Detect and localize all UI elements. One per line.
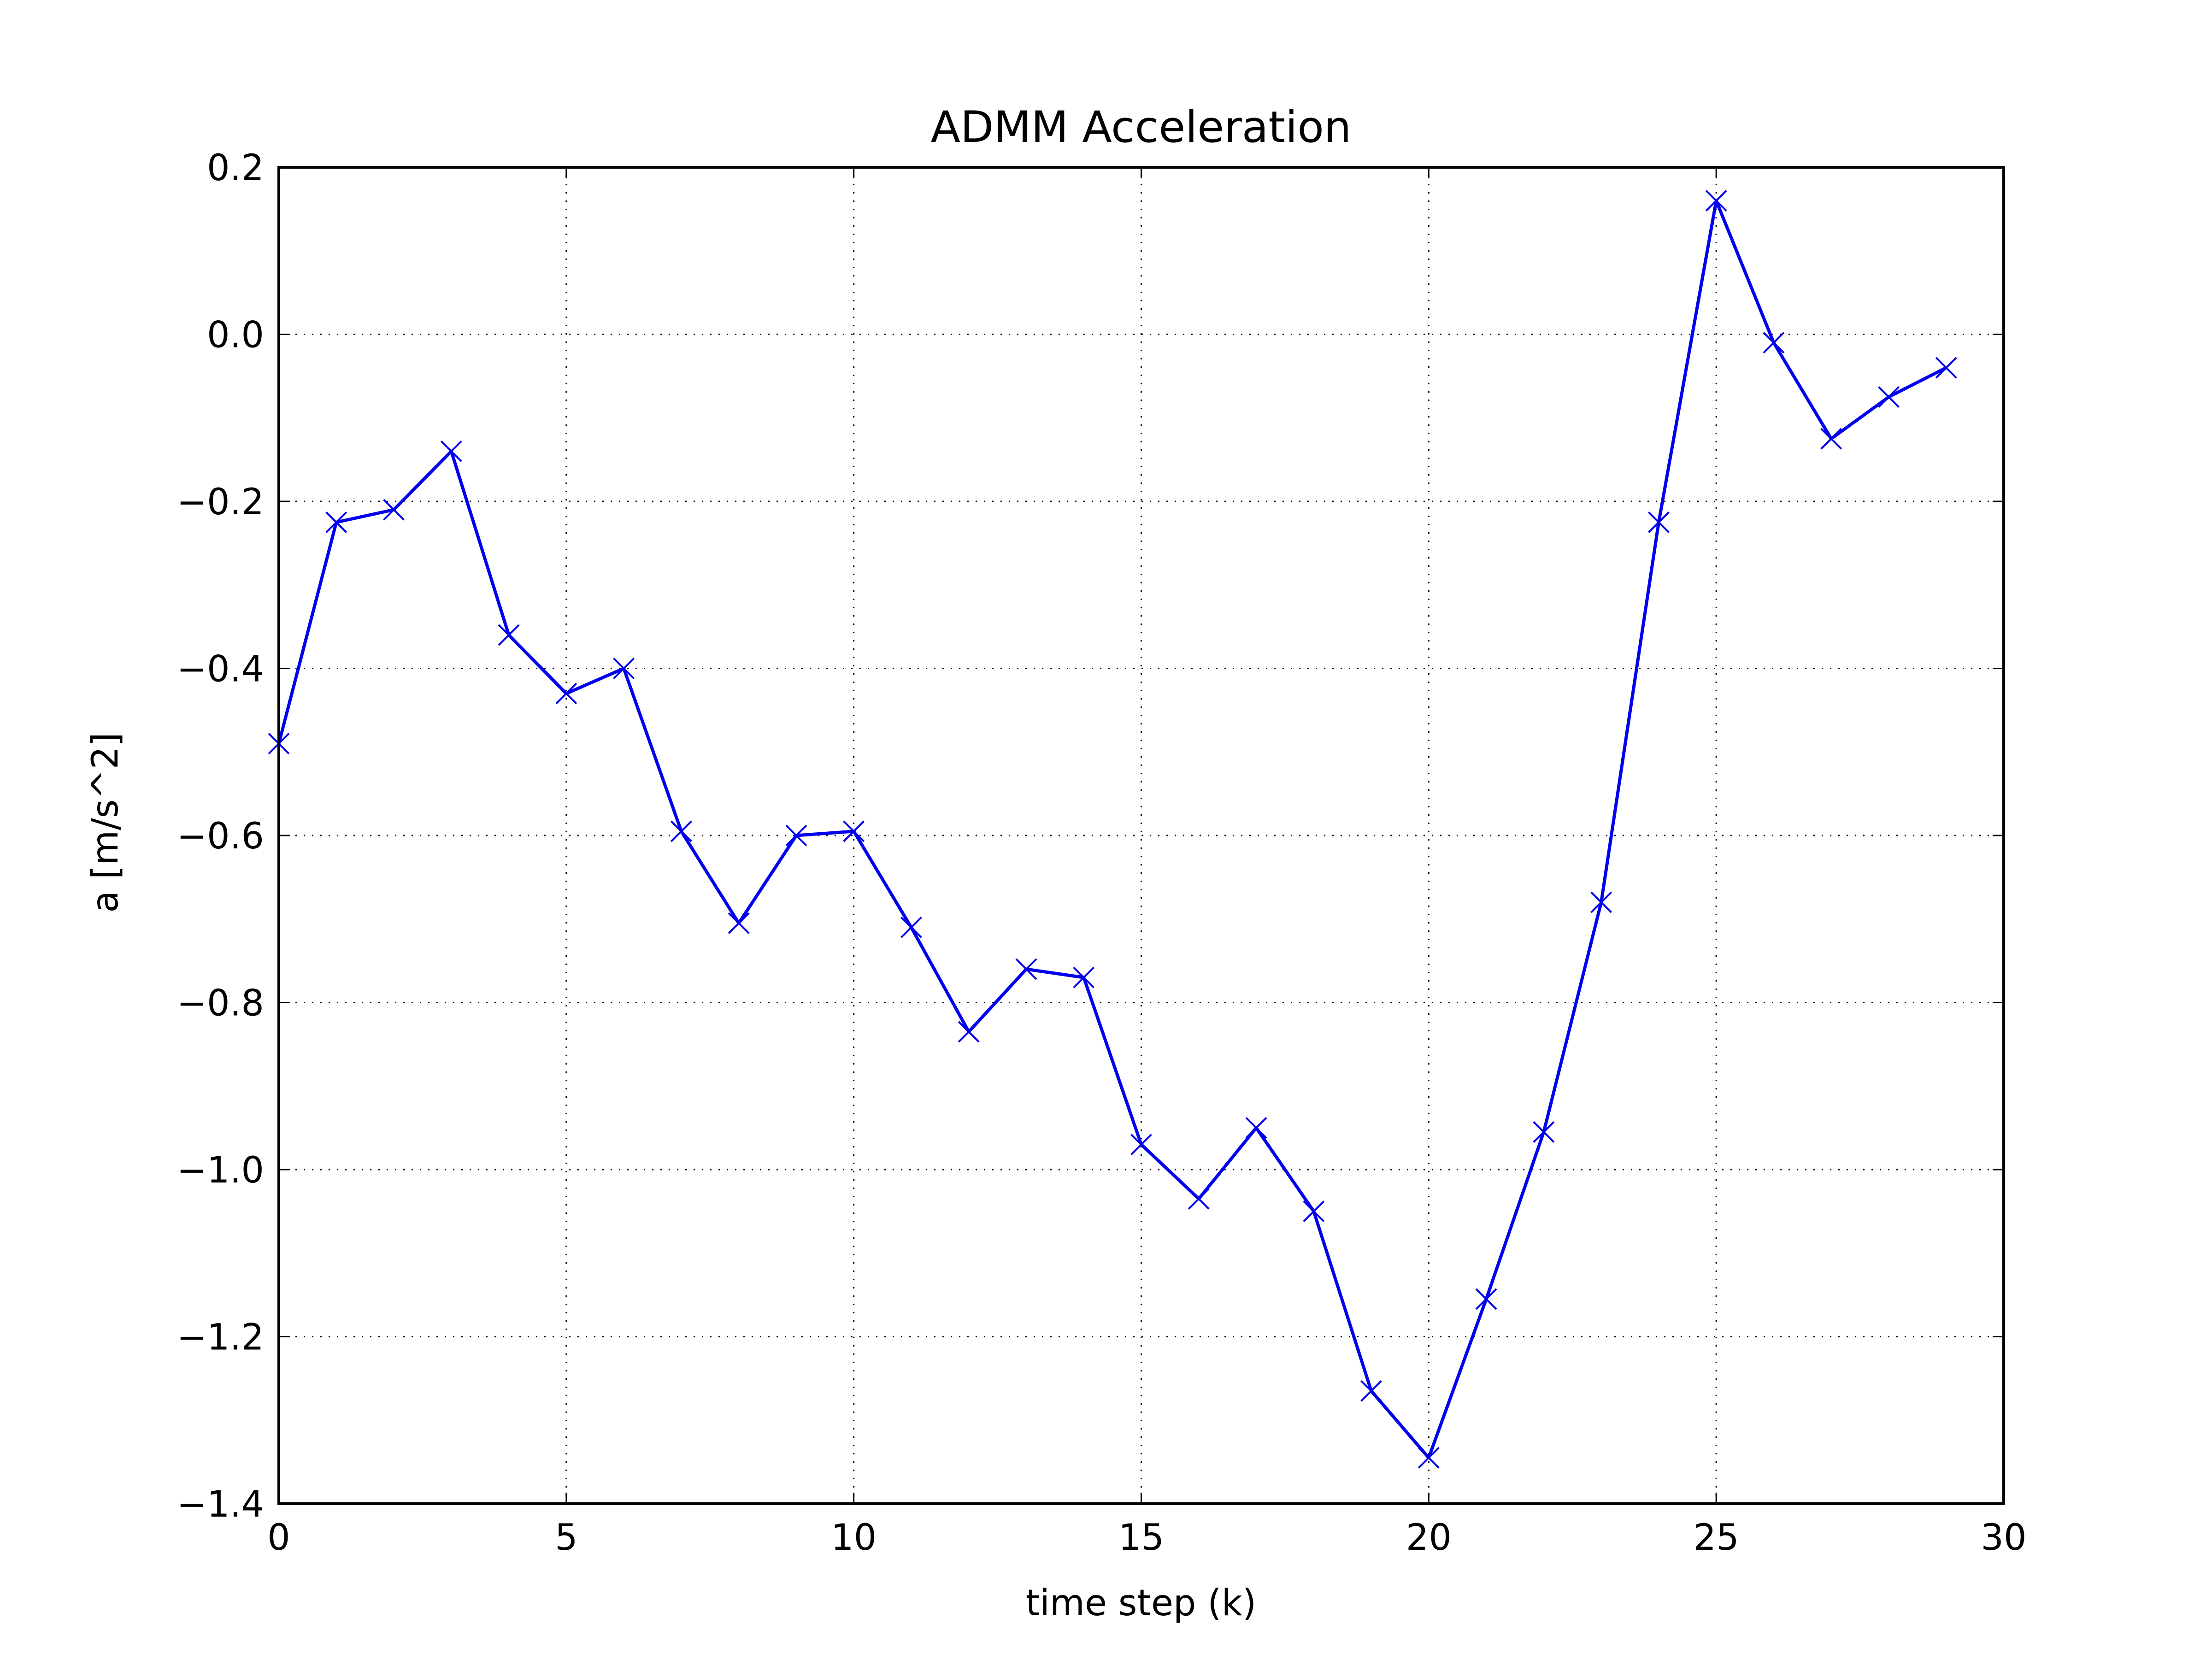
marker-stroke <box>498 624 520 646</box>
x-tick-label: 5 <box>555 1517 578 1559</box>
data-point-marker <box>440 440 462 462</box>
marker-stroke <box>555 682 577 705</box>
ticks <box>278 166 2005 1505</box>
y-tick-label: 0.2 <box>207 147 264 189</box>
data-point-marker <box>383 499 405 521</box>
marker-stroke <box>843 820 865 842</box>
x-tick-label: 20 <box>1406 1517 1452 1559</box>
marker-stroke <box>900 916 922 938</box>
data-point-marker <box>325 511 347 533</box>
data-point-marker <box>1303 1200 1325 1223</box>
marker-stroke <box>1935 357 1957 379</box>
marker-stroke <box>1360 1380 1382 1402</box>
data-point-marker <box>843 820 865 842</box>
data-point-marker <box>958 1021 980 1043</box>
data-point-marker <box>1533 1121 1555 1143</box>
marker-stroke <box>1418 1447 1440 1469</box>
data-point-marker <box>1878 386 1900 408</box>
data-point-marker <box>498 624 520 646</box>
y-tick-label: −0.6 <box>177 816 264 857</box>
data-point-marker <box>728 912 750 934</box>
y-tick-label: 0.0 <box>207 315 264 356</box>
data-point-marker <box>1763 332 1785 354</box>
data-point-marker <box>1073 966 1095 988</box>
data-point-marker <box>555 682 577 705</box>
x-tick-label: 25 <box>1694 1517 1739 1559</box>
data-point-marker <box>1015 958 1037 980</box>
x-axis-label: time step (k) <box>1026 1583 1257 1624</box>
x-tick-label: 10 <box>831 1517 877 1559</box>
marker-stroke <box>440 440 462 462</box>
marker-stroke <box>1130 1134 1152 1156</box>
marker-stroke <box>1590 891 1612 913</box>
marker-stroke <box>1533 1121 1555 1143</box>
data-point-marker <box>1360 1380 1382 1402</box>
marker-stroke <box>1705 190 1727 212</box>
x-tick-label: 30 <box>1981 1517 2026 1559</box>
marker-stroke <box>1015 958 1037 980</box>
y-tick-label: −0.8 <box>177 983 264 1024</box>
data-point-marker <box>1820 428 1842 450</box>
y-axis-label: a [m/s^2] <box>85 732 126 912</box>
data-point-marker <box>1647 511 1670 533</box>
marker-stroke <box>613 658 635 679</box>
marker-stroke <box>1245 1117 1267 1139</box>
marker-stroke <box>958 1021 980 1043</box>
data-point-marker <box>900 916 922 938</box>
marker-stroke <box>728 912 750 934</box>
data-point-marker <box>1935 357 1957 379</box>
marker-stroke <box>1475 1288 1497 1310</box>
y-tick-label: −0.2 <box>177 482 264 523</box>
data-point-marker <box>785 824 807 847</box>
marker-stroke <box>325 511 347 533</box>
data-point-marker <box>1590 891 1612 913</box>
marker-stroke <box>785 824 807 847</box>
marker-stroke <box>1188 1188 1210 1210</box>
y-tick-label: −1.0 <box>177 1150 264 1191</box>
data-point-marker <box>1418 1447 1440 1469</box>
marker-stroke <box>1647 511 1670 533</box>
series-layer <box>268 190 1957 1469</box>
marker-stroke <box>1303 1200 1325 1223</box>
marker-stroke <box>1820 428 1842 450</box>
data-point-marker <box>670 820 692 842</box>
data-point-marker <box>1705 190 1727 212</box>
marker-stroke <box>670 820 692 842</box>
chart-title: ADMM Acceleration <box>931 102 1352 153</box>
data-point-marker <box>613 658 635 679</box>
data-point-marker <box>1130 1134 1152 1156</box>
marker-stroke <box>1073 966 1095 988</box>
y-tick-label: −1.4 <box>177 1484 264 1525</box>
data-point-marker <box>1475 1288 1497 1310</box>
y-tick-label: −1.2 <box>177 1317 264 1359</box>
marker-stroke <box>383 499 405 521</box>
x-tick-label: 0 <box>267 1517 290 1559</box>
y-tick-label: −0.4 <box>177 649 264 690</box>
data-point-marker <box>1245 1117 1267 1139</box>
marker-stroke <box>1763 332 1785 354</box>
tick-labels: 0 5 10 15 20 25 30 0.2 0.0 −0.2 −0.4 −0.6 −0.8 −1.0 −1… <box>177 147 2027 1559</box>
marker-stroke <box>1878 386 1900 408</box>
x-tick-label: 15 <box>1118 1517 1164 1559</box>
data-point-marker <box>1188 1188 1210 1210</box>
